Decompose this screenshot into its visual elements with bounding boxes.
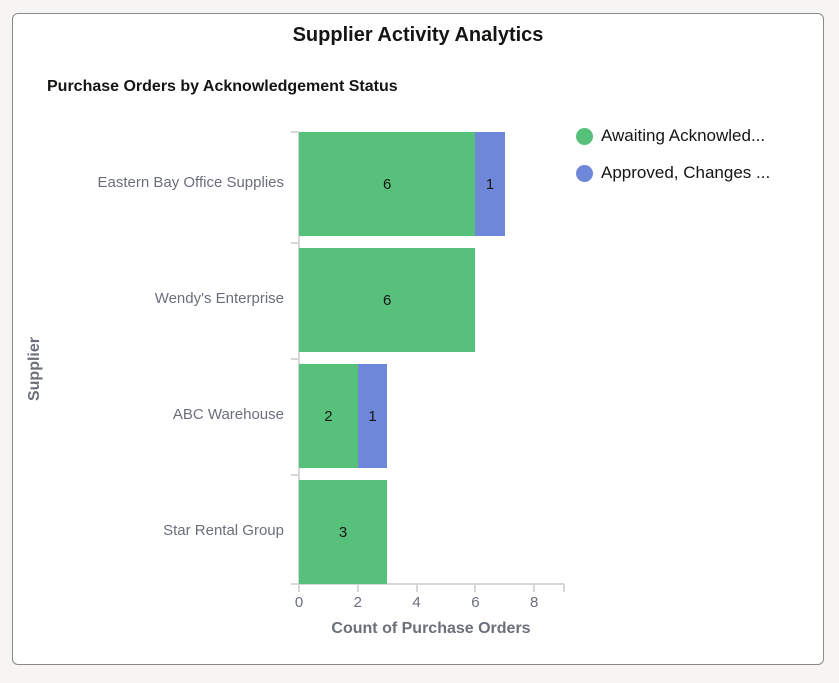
bar-segment[interactable]: 6 — [299, 132, 476, 236]
legend-dot-icon — [576, 164, 593, 182]
category-label: Eastern Bay Office Supplies — [97, 174, 285, 191]
legend-label: Awaiting Acknowled... — [601, 126, 766, 145]
y-tick — [291, 242, 299, 244]
bar-value-label: 2 — [324, 407, 333, 425]
bar-value-label: 3 — [338, 523, 348, 541]
x-axis-label: Count of Purchase Orders — [331, 620, 531, 637]
x-tick — [415, 584, 418, 592]
chart-title: Purchase Orders by Acknowledgement Statu… — [47, 78, 398, 95]
legend-item-awaiting[interactable]: Awaiting Acknowled... — [576, 126, 765, 146]
legend-item-approved-changes[interactable]: Approved, Changes ... — [576, 163, 770, 183]
bar-value-label: 1 — [485, 175, 495, 193]
bar-segment[interactable]: 2 — [299, 364, 358, 468]
bar-chart-plot: Supplier Count of Purchase Orders 0 2 4 6 8 E… — [13, 14, 823, 664]
bar-value-label: 6 — [383, 175, 392, 193]
card-title: Supplier Activity Analytics — [292, 24, 544, 46]
x-tick-label: 8 — [530, 594, 539, 611]
y-axis-label: Supplier — [26, 337, 43, 402]
y-tick — [291, 583, 299, 585]
y-tick — [291, 474, 299, 476]
legend-dot-icon — [576, 127, 593, 145]
analytics-card: Supplier Activity Analytics Purchase Ord… — [12, 13, 824, 665]
bar-value-label: 6 — [383, 291, 392, 309]
y-tick — [291, 358, 299, 360]
x-tick — [474, 584, 477, 592]
x-tick — [298, 584, 300, 592]
bar-segment[interactable]: 1 — [475, 132, 505, 236]
bar-value-label: 1 — [368, 407, 377, 425]
x-tick-label: 0 — [294, 594, 304, 611]
x-tick — [533, 584, 536, 592]
y-tick — [291, 131, 299, 133]
bar-segment[interactable]: 1 — [357, 364, 388, 468]
x-tick-label: 2 — [353, 594, 362, 611]
y-axis-line — [298, 132, 300, 584]
x-tick-label: 6 — [471, 594, 480, 611]
x-tick-label: 4 — [412, 594, 421, 611]
category-label: Star Rental Group — [163, 522, 284, 539]
x-tick — [562, 584, 565, 592]
x-tick — [356, 584, 359, 592]
x-axis-line — [291, 583, 564, 585]
legend-label: Approved, Changes ... — [601, 163, 771, 182]
bar-segment[interactable]: 6 — [299, 248, 476, 352]
category-label: Wendy's Enterprise — [154, 290, 284, 307]
bar-segment[interactable]: 3 — [299, 480, 388, 584]
category-label: ABC Warehouse — [172, 406, 284, 423]
